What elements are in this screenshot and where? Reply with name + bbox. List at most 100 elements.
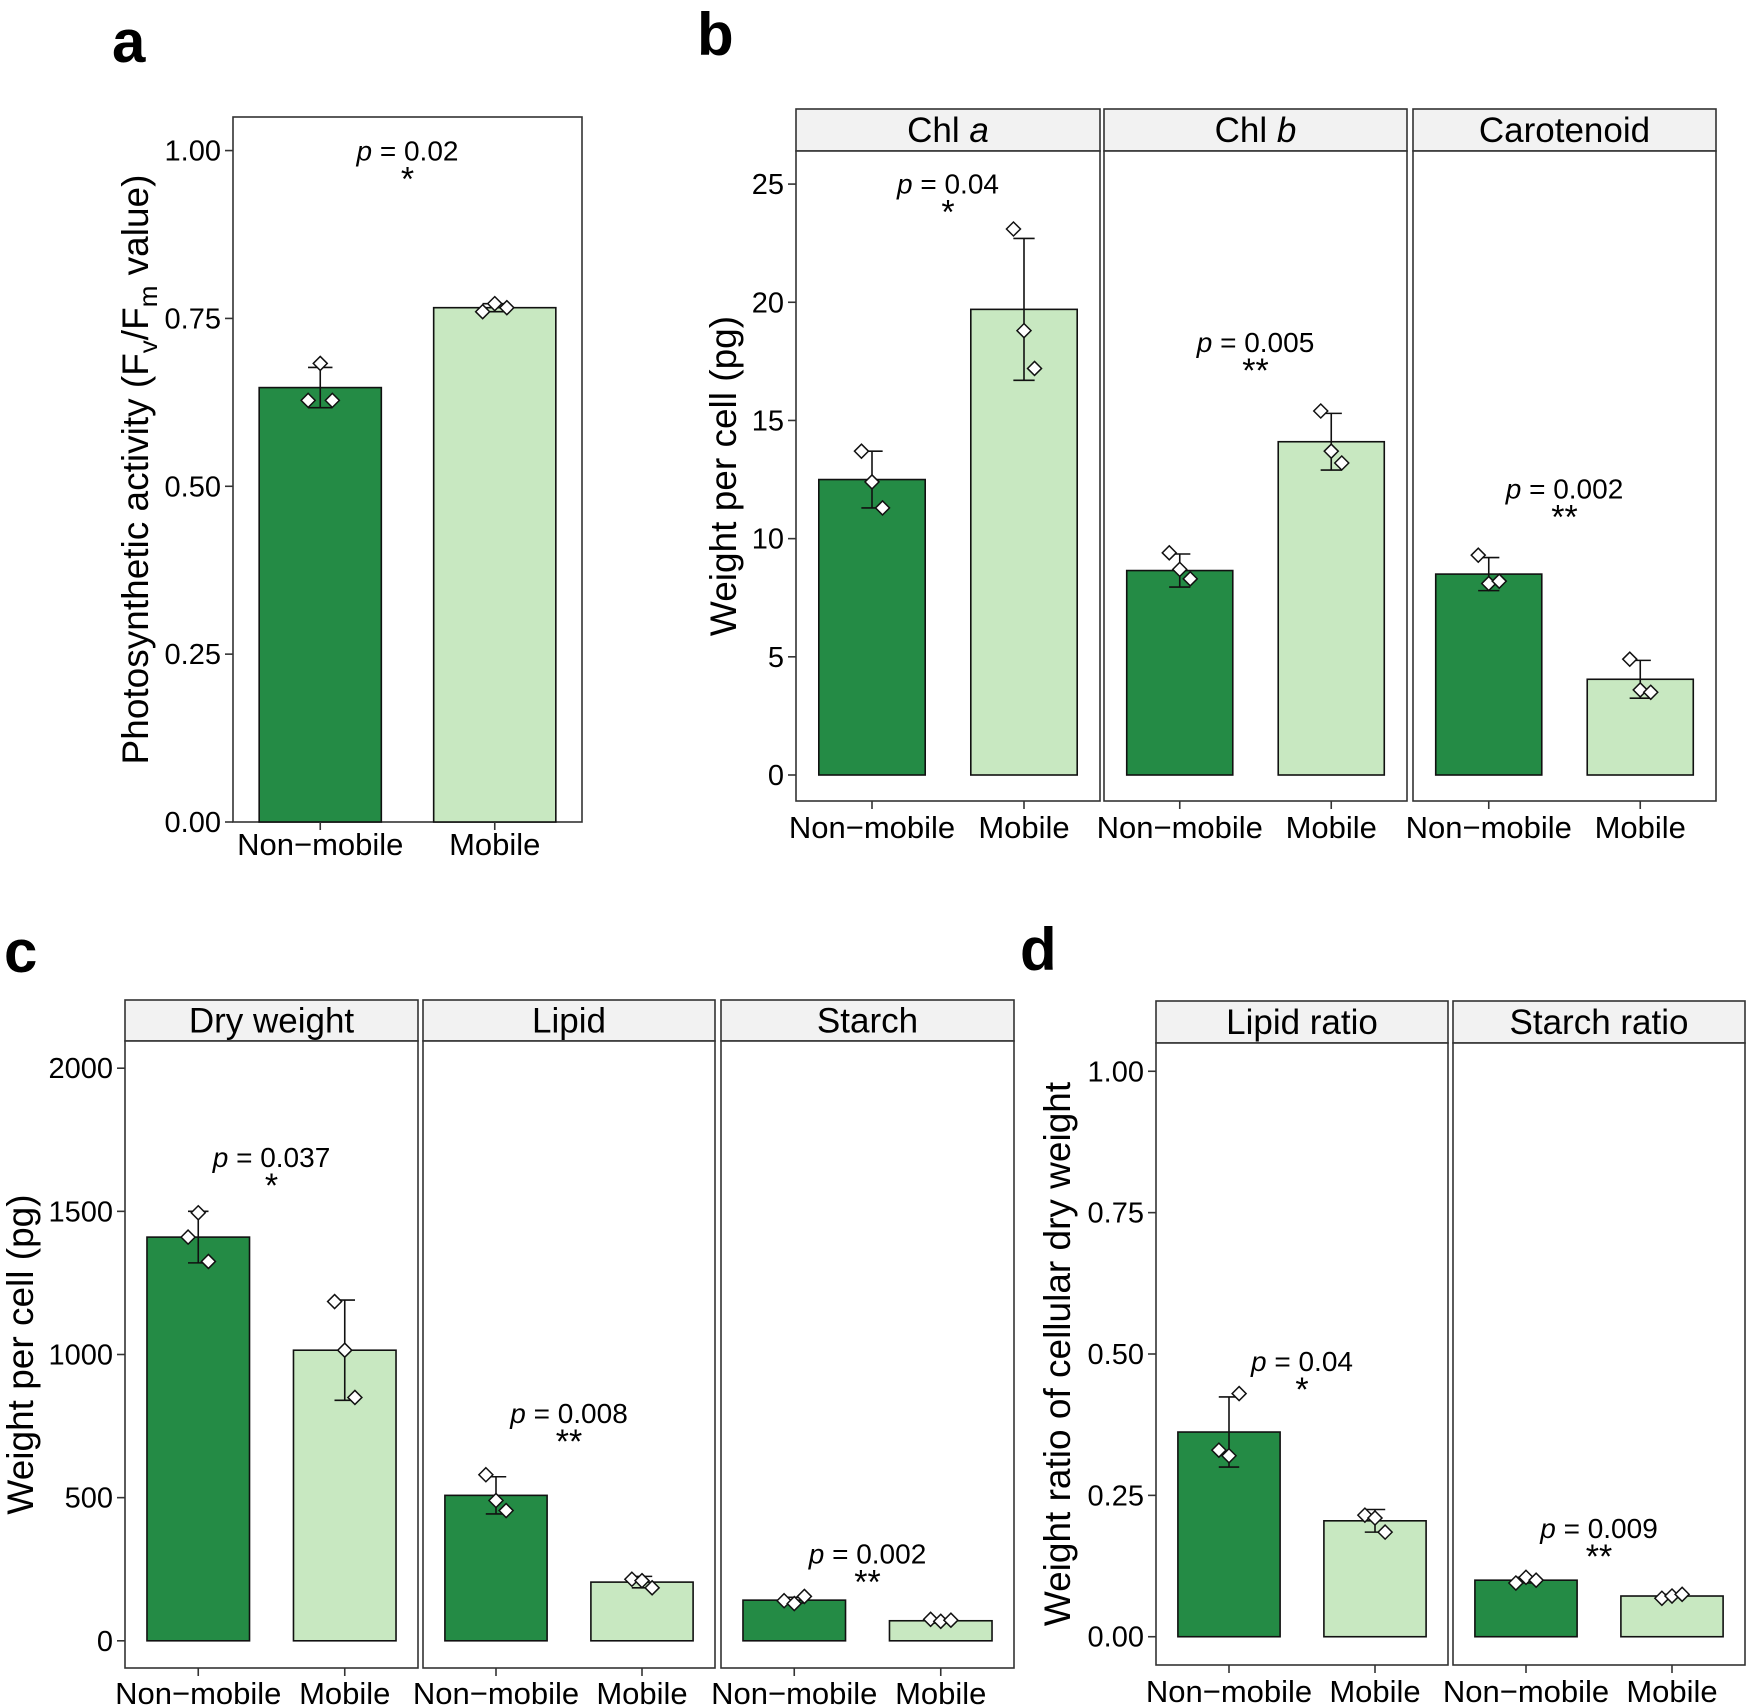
y-tick-label: 500 (65, 1483, 113, 1515)
data-point (1366, 1509, 1384, 1527)
y-axis-label-subscript: v (133, 340, 163, 353)
y-axis-label-part: value) (115, 175, 156, 286)
data-point (1642, 684, 1659, 701)
facet-strip (1103, 108, 1408, 152)
p-value-text: = 0.009 (1556, 1513, 1658, 1544)
y-tick-label: 0 (97, 1626, 113, 1658)
significance-stars: * (1295, 1371, 1308, 1409)
data-point (1491, 573, 1508, 590)
y-tick-label: 5 (768, 642, 784, 674)
data-point (633, 1572, 651, 1589)
data-point (336, 1342, 353, 1359)
data-point (1171, 561, 1188, 578)
bar-mobile (969, 308, 1078, 776)
facet-strip (124, 999, 419, 1042)
p-value-text: = 0.008 (526, 1398, 628, 1429)
x-tick-label: Non−mobile (1097, 810, 1263, 845)
p-value-italic-p: p (808, 1539, 825, 1570)
p-value-text: = 0.002 (1521, 473, 1623, 504)
p-value-label: p = 0.04 (1250, 1346, 1353, 1377)
p-value-label: p = 0.02 (356, 136, 459, 167)
y-tick-label: 0.25 (1088, 1480, 1144, 1512)
p-value-italic-p: p (896, 169, 913, 200)
data-point (1312, 402, 1329, 420)
data-point (1015, 322, 1033, 339)
data-point (942, 1612, 959, 1629)
chart-panel-d: Weight ratio of cellular dry weight 0.00 0… (1037, 1000, 1746, 1708)
p-value-label: p = 0.04 (896, 169, 999, 200)
x-tick-label: Mobile (299, 1676, 390, 1708)
y-tick-label: 1000 (48, 1340, 113, 1372)
facet-strip-label: Carotenoid (1479, 111, 1650, 150)
y-axis-label-subscript: m (133, 286, 163, 308)
facet-strip-text: Carotenoid (1479, 111, 1650, 150)
facet-strip (720, 999, 1015, 1042)
panel-label-b: b (697, 1, 734, 68)
significance-stars: ** (1242, 352, 1268, 390)
significance-stars: ** (556, 1423, 582, 1461)
y-tick-label: 1500 (48, 1196, 113, 1228)
data-point (486, 295, 503, 312)
data-point (1528, 1572, 1545, 1589)
bar-mobile (1277, 440, 1386, 776)
p-value-label: p = 0.002 (808, 1539, 927, 1570)
facet-c-2: Lipid Non−mobile Mobile p = 0.008** (413, 999, 716, 1708)
facet-d-1: Lipid ratio Non−mobile Mobile p = 0.04* (1146, 1000, 1449, 1708)
chart-panel-c: Weight per cell (pg)0500100015002000Dry … (0, 999, 1015, 1708)
y-tick-label: 25 (752, 169, 784, 201)
data-point (1220, 1447, 1238, 1464)
p-value-italic-p: p (212, 1142, 229, 1173)
y-tick-label: 2000 (48, 1053, 113, 1085)
facet-strip-label: Dry weight (189, 1002, 355, 1041)
x-tick-label: Mobile (596, 1676, 687, 1708)
x-tick-label: Non−mobile (1146, 1674, 1312, 1708)
chart-panel-b: Weight per cell (pg) 0 5 10 15 20 25 Chl a Non−m… (703, 108, 1717, 845)
p-value-italic-p: p (356, 136, 373, 167)
data-point (1210, 1442, 1227, 1459)
data-point (1323, 443, 1340, 460)
data-point (644, 1579, 661, 1596)
facet-b-3: Carotenoid Non−mobile Mobile p = 0.002** (1406, 108, 1717, 845)
data-point (200, 1253, 217, 1270)
y-tick-label: 0.50 (165, 471, 221, 503)
bar-non-mobile (1125, 569, 1234, 776)
facet-a-1: Non−mobile Mobile p = 0.02* (232, 116, 583, 862)
p-value-text: = 0.02 (372, 136, 458, 167)
facet-c-3: Starch Non−mobile Mobile p = 0.002** (711, 999, 1015, 1708)
facet-strip-text: Starch ratio (1510, 1003, 1689, 1042)
y-tick-label: 0 (768, 760, 784, 792)
x-tick-label: Mobile (1329, 1674, 1420, 1708)
y-tick-label: 20 (752, 287, 784, 319)
data-point (312, 355, 329, 372)
data-point (190, 1204, 207, 1221)
x-tick-label: Non−mobile (237, 827, 403, 862)
y-tick-label: 0.75 (1088, 1198, 1144, 1230)
data-point (180, 1229, 197, 1246)
data-point (796, 1588, 813, 1605)
facet-strip-label: Starch ratio (1510, 1003, 1689, 1042)
x-tick-label: Mobile (1595, 810, 1686, 845)
data-point (477, 1466, 494, 1483)
p-value-label: p = 0.037 (212, 1142, 331, 1173)
p-value-italic-p: p (1539, 1513, 1556, 1544)
data-point (498, 1502, 515, 1519)
data-point (623, 1571, 640, 1588)
facet-strip-text: Chl (907, 111, 969, 150)
panel-label-c: c (4, 918, 37, 985)
panel-frame (720, 1040, 1015, 1669)
significance-stars: ** (1586, 1538, 1612, 1576)
y-tick-label: 1.00 (1088, 1056, 1144, 1088)
facet-strip-italic: a (969, 111, 988, 150)
panel-label-d: d (1020, 916, 1057, 983)
data-point (1182, 570, 1199, 587)
facet-strip (795, 108, 1101, 152)
p-value-text: = 0.04 (1267, 1346, 1353, 1377)
data-point (853, 443, 870, 460)
data-point (326, 1293, 343, 1310)
y-axis-label-part: /F (115, 307, 156, 340)
significance-stars: * (265, 1167, 278, 1205)
p-value-text: = 0.037 (228, 1142, 330, 1173)
facet-strip-text: Starch (817, 1002, 918, 1041)
facet-strip-label: Chl b (1215, 111, 1297, 150)
data-point (1632, 681, 1649, 698)
